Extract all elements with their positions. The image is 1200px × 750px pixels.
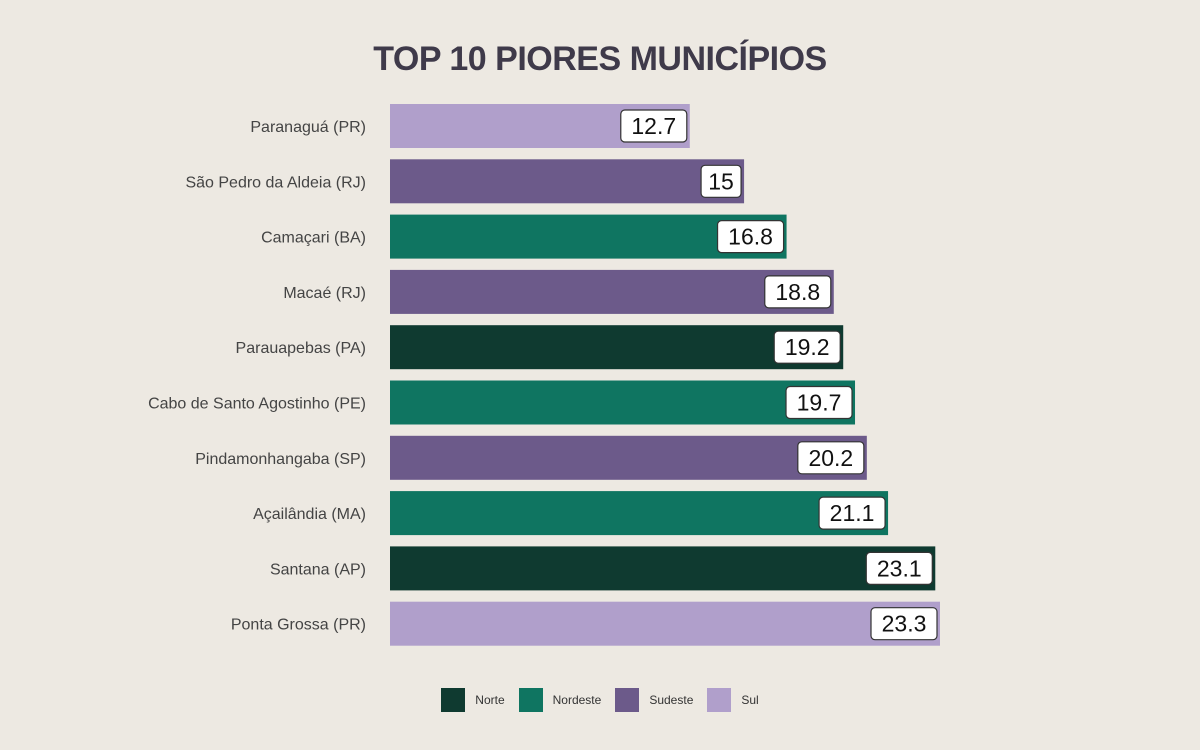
legend-item: Sudeste <box>615 688 693 712</box>
category-label: Cabo de Santo Agostinho (PE) <box>148 396 366 413</box>
legend-swatch <box>707 688 732 712</box>
data-label-box <box>870 607 938 641</box>
data-label: 20.2 <box>808 445 853 471</box>
bar <box>390 159 745 204</box>
data-label-box <box>700 164 742 198</box>
chart-title: TOP 10 PIORES MUNICÍPIOS <box>373 40 827 78</box>
category-label: Pindamonhangaba (SP) <box>195 451 366 468</box>
bar <box>390 435 867 480</box>
bar <box>390 380 856 425</box>
data-label: 16.8 <box>728 224 773 250</box>
data-label-box <box>764 275 832 309</box>
legend: Norte Nordeste Sudeste Sul <box>0 688 1200 712</box>
data-label-box <box>620 109 688 143</box>
data-label: 23.1 <box>877 555 922 581</box>
legend-label: Sul <box>741 693 759 707</box>
data-label-box <box>785 385 853 420</box>
data-label: 23.3 <box>882 611 927 637</box>
data-label: 18.8 <box>775 279 820 305</box>
data-label: 19.2 <box>785 334 830 360</box>
category-label: Macaé (RJ) <box>283 285 366 302</box>
category-label: Santana (AP) <box>270 561 366 578</box>
data-label-box <box>865 551 933 586</box>
legend-label: Sudeste <box>649 693 694 707</box>
bar <box>390 491 889 536</box>
category-label: Camaçari (BA) <box>261 230 366 247</box>
legend-swatch <box>441 688 466 712</box>
data-label: 19.7 <box>797 390 842 416</box>
legend-swatch <box>615 688 640 712</box>
bar <box>390 601 940 646</box>
bar <box>390 546 936 591</box>
data-label: 21.1 <box>830 500 875 526</box>
data-label-box <box>773 330 841 364</box>
category-label: São Pedro da Aldeia (RJ) <box>185 174 366 191</box>
legend-item: Nordeste <box>518 688 602 712</box>
legend-item: Norte <box>441 688 505 712</box>
legend-item: Sul <box>707 688 759 712</box>
data-label-box <box>818 496 886 530</box>
category-label: Açailândia (MA) <box>253 506 366 523</box>
data-label: 15 <box>708 168 734 194</box>
category-label: Paranaguá (PR) <box>250 119 366 136</box>
legend-label: Norte <box>475 693 505 707</box>
data-label-box <box>716 220 785 254</box>
bar <box>390 325 844 370</box>
bar <box>390 269 834 314</box>
data-label-box <box>797 441 865 475</box>
category-label: Ponta Grossa (PR) <box>231 617 366 634</box>
category-label: Parauapebas (PA) <box>236 340 366 357</box>
legend-label: Nordeste <box>552 693 602 707</box>
data-label: 12.7 <box>631 113 676 139</box>
legend-swatch <box>518 688 543 712</box>
